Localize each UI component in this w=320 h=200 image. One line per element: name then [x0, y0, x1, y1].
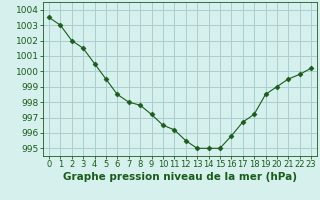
X-axis label: Graphe pression niveau de la mer (hPa): Graphe pression niveau de la mer (hPa)	[63, 172, 297, 182]
